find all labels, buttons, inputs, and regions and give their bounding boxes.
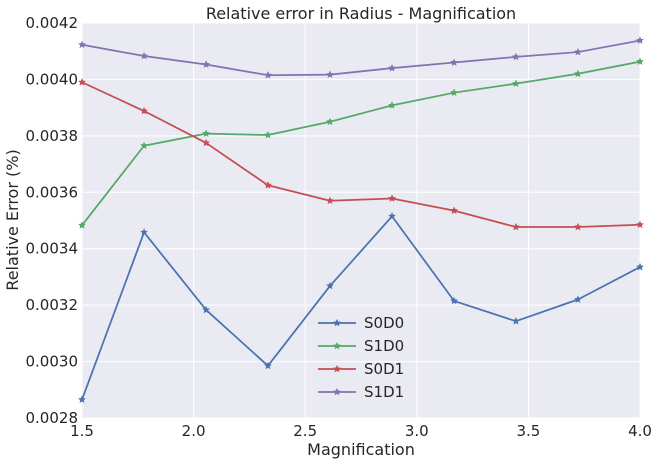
data-point bbox=[77, 221, 87, 229]
data-point bbox=[263, 130, 272, 139]
x-tick-label: 2.0 bbox=[182, 422, 206, 440]
legend-label: S0D0 bbox=[364, 314, 404, 332]
data-point bbox=[140, 228, 149, 236]
y-tick-label: 0.0028 bbox=[26, 409, 79, 427]
y-tick-label: 0.0042 bbox=[26, 14, 79, 32]
data-point bbox=[140, 51, 149, 60]
data-point bbox=[202, 305, 211, 314]
chart-title: Relative error in Radius - Magnification bbox=[206, 4, 516, 23]
y-tick-label: 0.0040 bbox=[26, 70, 79, 88]
data-point bbox=[202, 60, 211, 68]
y-tick-label: 0.0030 bbox=[26, 353, 79, 371]
x-tick-label: 4.0 bbox=[628, 422, 652, 440]
legend-label: S0D1 bbox=[364, 360, 404, 378]
series-s0d1 bbox=[77, 77, 645, 231]
legend-marker bbox=[332, 364, 342, 373]
data-point bbox=[511, 79, 520, 88]
data-point bbox=[635, 220, 645, 229]
data-point bbox=[635, 57, 645, 66]
legend-item-s1d0: S1D0 bbox=[318, 337, 404, 355]
data-point bbox=[325, 281, 335, 290]
legend-item-s1d1: S1D1 bbox=[318, 383, 404, 401]
legend-label: S1D1 bbox=[364, 383, 404, 401]
data-point bbox=[202, 138, 211, 147]
x-tick-label: 1.5 bbox=[70, 422, 94, 440]
data-point bbox=[325, 70, 335, 79]
data-point bbox=[140, 106, 149, 115]
y-tick-label: 0.0034 bbox=[26, 240, 79, 258]
x-tick-label: 3.0 bbox=[405, 422, 429, 440]
data-point bbox=[263, 70, 272, 79]
x-tick-label: 3.5 bbox=[516, 422, 540, 440]
legend: S0D0 S1D0 S0D1 S1D1 bbox=[318, 314, 404, 401]
data-point bbox=[573, 69, 582, 78]
data-point bbox=[263, 361, 272, 370]
data-point bbox=[387, 212, 397, 220]
series-line bbox=[81, 60, 641, 226]
x-axis-label: Magnification bbox=[307, 440, 415, 459]
series-s1d1 bbox=[77, 36, 645, 79]
data-point bbox=[202, 129, 211, 138]
y-tick-label: 0.0032 bbox=[26, 296, 79, 314]
tick-labels: 1.5 2.0 2.5 3.0 3.5 4.0 0.0028 0.0030 0.0032 0.00… bbox=[26, 14, 652, 440]
data-point bbox=[387, 63, 397, 72]
data-point bbox=[450, 206, 459, 215]
legend-marker bbox=[332, 341, 342, 350]
data-point bbox=[77, 77, 87, 86]
legend-marker bbox=[332, 387, 342, 396]
legend-label: S1D0 bbox=[364, 337, 404, 355]
data-point bbox=[387, 194, 397, 202]
data-point bbox=[77, 395, 87, 404]
data-point bbox=[450, 296, 459, 305]
plot-area bbox=[82, 23, 640, 418]
data-point bbox=[511, 316, 520, 325]
data-point bbox=[77, 40, 87, 49]
legend-item-s0d0: S0D0 bbox=[318, 314, 404, 332]
series-layer bbox=[77, 36, 645, 404]
data-point bbox=[450, 58, 459, 66]
y-axis-label: Relative Error (%) bbox=[3, 149, 22, 290]
data-point bbox=[511, 52, 520, 61]
series-s1d0 bbox=[77, 57, 645, 229]
data-point bbox=[387, 101, 397, 109]
data-point bbox=[573, 47, 582, 56]
data-point bbox=[511, 222, 520, 231]
series-line bbox=[81, 39, 641, 77]
data-point bbox=[635, 262, 645, 271]
y-tick-label: 0.0038 bbox=[26, 127, 79, 145]
data-point bbox=[450, 88, 459, 97]
data-point bbox=[573, 222, 582, 231]
series-s0d0 bbox=[77, 212, 645, 404]
data-point bbox=[325, 196, 335, 205]
legend-marker bbox=[332, 318, 342, 327]
data-point bbox=[573, 295, 582, 303]
y-tick-label: 0.0036 bbox=[26, 183, 79, 201]
data-point bbox=[140, 141, 149, 150]
data-point bbox=[635, 36, 645, 44]
legend-item-s0d1: S0D1 bbox=[318, 360, 404, 378]
x-tick-label: 2.5 bbox=[293, 422, 317, 440]
data-point bbox=[263, 180, 272, 189]
series-line bbox=[81, 215, 641, 400]
series-line bbox=[81, 81, 641, 228]
data-point bbox=[325, 117, 335, 126]
